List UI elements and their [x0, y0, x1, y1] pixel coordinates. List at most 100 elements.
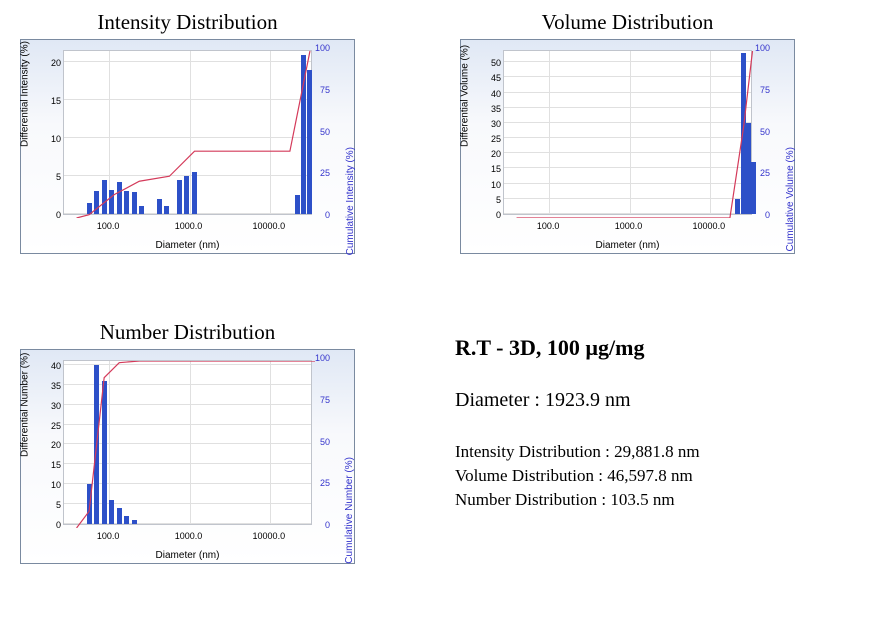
chart-bar	[139, 206, 144, 214]
chart-bar	[192, 172, 197, 215]
tick-x: 1000.0	[175, 221, 203, 231]
info-line-intensity: Intensity Distribution : 29,881.8 nm	[455, 440, 855, 464]
chart-bar	[751, 162, 756, 214]
chart-bar	[184, 176, 189, 214]
tick-y-left: 0	[47, 520, 61, 530]
intensity-x-label: Diameter (nm)	[21, 240, 354, 251]
number-y-left-label: Differential Number (%)	[20, 352, 31, 456]
grid-line-v	[190, 51, 191, 214]
number-chart-box: Differential Number (%) Cumulative Numbe…	[20, 349, 355, 564]
tick-y-left: 50	[487, 58, 501, 68]
tick-y-left: 15	[487, 164, 501, 174]
grid-line-h	[504, 183, 751, 184]
grid-line-h	[504, 122, 751, 123]
info-diameter: Diameter : 1923.9 nm	[455, 389, 855, 412]
volume-y-right-label: Cumulative Volume (%)	[785, 147, 796, 251]
intensity-plot-area	[63, 50, 312, 215]
tick-x: 100.0	[97, 221, 120, 231]
chart-bar	[177, 180, 182, 214]
chart-bar	[132, 192, 137, 214]
chart-bar	[117, 182, 122, 214]
number-plot-area	[63, 360, 312, 525]
chart-bar	[295, 195, 300, 214]
grid-line-v	[710, 51, 711, 214]
tick-x: 100.0	[537, 221, 560, 231]
number-chart-title: Number Distribution	[20, 320, 355, 345]
tick-y-left: 25	[47, 421, 61, 431]
volume-plot-area	[503, 50, 752, 215]
tick-y-right: 50	[320, 437, 330, 447]
volume-y-left-label: Differential Volume (%)	[460, 44, 471, 146]
grid-line-v	[549, 51, 550, 214]
volume-chart-box: Differential Volume (%) Cumulative Volum…	[460, 39, 795, 254]
tick-y-left: 0	[487, 210, 501, 220]
chart-bar	[132, 520, 137, 524]
grid-line-v	[270, 361, 271, 524]
chart-bar	[157, 199, 162, 214]
intensity-y-left-label: Differential Intensity (%)	[20, 41, 31, 147]
tick-y-left: 25	[487, 134, 501, 144]
tick-y-right: 0	[325, 520, 330, 530]
number-x-label: Diameter (nm)	[21, 550, 354, 561]
tick-y-left: 5	[47, 172, 61, 182]
chart-bar	[87, 203, 92, 214]
tick-y-left: 15	[47, 96, 61, 106]
tick-y-left: 15	[47, 460, 61, 470]
tick-y-left: 45	[487, 73, 501, 83]
chart-bar	[307, 70, 312, 214]
tick-y-right: 100	[315, 43, 330, 53]
tick-y-left: 40	[47, 361, 61, 371]
chart-bar	[301, 55, 306, 214]
grid-line-h	[504, 213, 751, 214]
tick-y-left: 35	[47, 381, 61, 391]
tick-y-left: 20	[487, 149, 501, 159]
grid-line-v	[190, 361, 191, 524]
tick-y-left: 5	[487, 195, 501, 205]
tick-y-right: 25	[320, 478, 330, 488]
tick-y-left: 35	[487, 104, 501, 114]
chart-bar	[87, 484, 92, 524]
tick-x: 10000.0	[693, 221, 726, 231]
chart-bar	[102, 381, 107, 524]
volume-chart-title: Volume Distribution	[460, 10, 795, 35]
chart-bar	[102, 180, 107, 214]
info-block: R.T - 3D, 100 µg/mg Diameter : 1923.9 nm…	[455, 335, 855, 511]
tick-y-right: 50	[760, 127, 770, 137]
tick-y-right: 75	[760, 85, 770, 95]
tick-x: 10000.0	[253, 531, 286, 541]
chart-bar	[94, 191, 99, 214]
grid-line-h	[504, 198, 751, 199]
chart-bar	[109, 500, 114, 524]
intensity-chart-panel: Intensity Distribution Differential Inte…	[20, 10, 355, 254]
grid-line-h	[64, 137, 311, 138]
grid-line-h	[504, 137, 751, 138]
tick-y-left: 10	[487, 180, 501, 190]
tick-y-left: 30	[487, 119, 501, 129]
chart-bar	[164, 206, 169, 214]
tick-y-right: 100	[755, 43, 770, 53]
grid-line-h	[64, 99, 311, 100]
tick-y-right: 100	[315, 353, 330, 363]
chart-bar	[109, 190, 114, 214]
grid-line-h	[504, 92, 751, 93]
tick-y-right: 0	[325, 210, 330, 220]
grid-line-v	[270, 51, 271, 214]
tick-y-right: 75	[320, 395, 330, 405]
chart-bar	[94, 365, 99, 524]
tick-y-right: 0	[765, 210, 770, 220]
grid-line-h	[504, 167, 751, 168]
chart-bar	[735, 199, 740, 214]
info-line-volume: Volume Distribution : 46,597.8 nm	[455, 464, 855, 488]
grid-line-h	[64, 364, 311, 365]
number-y-right-label: Cumulative Number (%)	[345, 457, 356, 564]
tick-y-left: 40	[487, 89, 501, 99]
tick-y-left: 20	[47, 58, 61, 68]
volume-x-label: Diameter (nm)	[461, 240, 794, 251]
grid-line-h	[504, 107, 751, 108]
number-chart-panel: Number Distribution Differential Number …	[20, 320, 355, 564]
tick-y-right: 25	[320, 168, 330, 178]
tick-x: 100.0	[97, 531, 120, 541]
info-heading: R.T - 3D, 100 µg/mg	[455, 335, 855, 361]
grid-line-h	[504, 76, 751, 77]
intensity-chart-box: Differential Intensity (%) Cumulative In…	[20, 39, 355, 254]
